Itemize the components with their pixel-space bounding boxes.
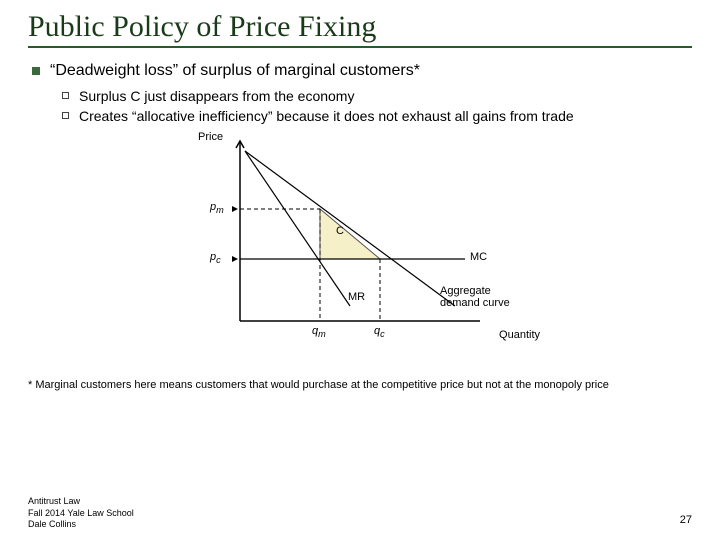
c-label: C [336,225,344,237]
mr-label: MR [348,291,365,303]
pm-label: pm [210,201,224,215]
hollow-square-icon [62,112,69,119]
triangle-c [320,209,380,259]
footer-line3: Dale Collins [28,519,134,530]
title-underline [28,46,692,48]
footer-line1: Antitrust Law [28,496,134,507]
quantity-axis-label: Quantity [499,329,540,341]
arrow-pc-icon [232,256,238,262]
qm-label: qm [312,325,326,339]
economics-chart: Price Quantity pm pc qm qc C MC MR Aggre… [150,131,570,361]
bullet-level2-text: Creates “allocative inefficiency” becaus… [79,108,574,126]
bullet-level1-text: “Deadweight loss” of surplus of marginal… [50,62,420,80]
bullet-level1: “Deadweight loss” of surplus of marginal… [32,62,692,80]
footer-line2: Fall 2014 Yale Law School [28,508,134,519]
hollow-square-icon [62,92,69,99]
demand-line [245,151,455,306]
bullet-level2: Creates “allocative inefficiency” becaus… [62,108,692,126]
bullet-level2-text: Surplus C just disappears from the econo… [79,88,354,106]
demand-label: Aggregate demand curve [440,285,510,309]
chart-svg [150,131,570,361]
mc-label: MC [470,251,487,263]
square-bullet-icon [32,67,40,75]
page-number: 27 [680,514,692,526]
pc-label: pc [210,251,221,265]
slide-title: Public Policy of Price Fixing [28,10,692,44]
arrow-pm-icon [232,206,238,212]
footer: Antitrust Law Fall 2014 Yale Law School … [28,496,134,530]
qc-label: qc [374,325,385,339]
price-axis-label: Price [198,131,223,143]
bullet-level2: Surplus C just disappears from the econo… [62,88,692,106]
footnote: * Marginal customers here means customer… [28,379,692,393]
